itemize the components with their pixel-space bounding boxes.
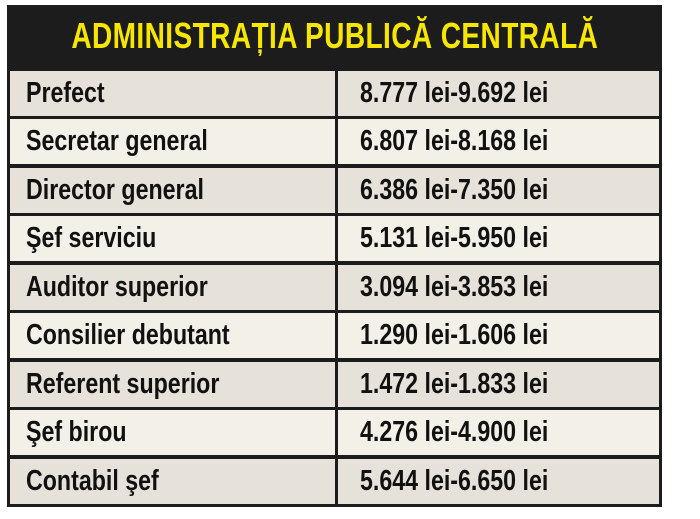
salary-range: 6.807 lei-8.168 lei	[360, 125, 549, 157]
salary-range: 6.386 lei-7.350 lei	[360, 173, 549, 206]
salary-cell: 6.807 lei-8.168 lei	[338, 119, 659, 164]
position-cell: Prefect	[10, 70, 335, 116]
table-header: ADMINISTRAȚIA PUBLICĂ CENTRALĂ	[10, 5, 659, 67]
position-label: Auditor superior	[26, 270, 208, 303]
salary-range: 8.777 lei-9.692 lei	[360, 76, 549, 109]
salary-cell: 1.472 lei-1.833 lei	[338, 361, 659, 407]
salary-cell: 6.386 lei-7.350 lei	[338, 167, 659, 213]
position-label: Şef serviciu	[26, 222, 157, 254]
position-label: Contabil şef	[26, 464, 159, 497]
table-row: Auditor superior 3.094 lei-3.853 lei	[10, 264, 659, 310]
position-cell: Şef serviciu	[10, 216, 335, 261]
position-label: Şef birou	[26, 416, 127, 448]
table-row: Referent superior 1.472 lei-1.833 lei	[10, 361, 659, 407]
table-row: Director general 6.386 lei-7.350 lei	[10, 167, 659, 213]
position-cell: Auditor superior	[10, 264, 335, 310]
position-cell: Şef birou	[10, 410, 335, 455]
table-row: Şef serviciu 5.131 lei-5.950 lei	[10, 216, 659, 261]
salary-cell: 5.131 lei-5.950 lei	[338, 216, 659, 261]
table-row: Consilier debutant 1.290 lei-1.606 lei	[10, 313, 659, 358]
salary-cell: 4.276 lei-4.900 lei	[338, 410, 659, 455]
salary-range: 5.131 lei-5.950 lei	[360, 222, 549, 254]
position-label: Director general	[26, 173, 204, 206]
salary-cell: 5.644 lei-6.650 lei	[338, 458, 659, 504]
position-cell: Contabil şef	[10, 458, 335, 504]
table-row: Secretar general 6.807 lei-8.168 lei	[10, 119, 659, 164]
table-row: Şef birou 4.276 lei-4.900 lei	[10, 410, 659, 455]
position-label: Prefect	[26, 76, 105, 109]
position-cell: Director general	[10, 167, 335, 213]
position-label: Referent superior	[26, 367, 220, 400]
salary-range: 4.276 lei-4.900 lei	[360, 416, 549, 448]
salary-range: 1.472 lei-1.833 lei	[360, 367, 549, 400]
salary-range: 1.290 lei-1.606 lei	[360, 319, 549, 351]
table-body: Prefect 8.777 lei-9.692 lei Secretar gener…	[10, 70, 659, 504]
salary-range: 3.094 lei-3.853 lei	[360, 270, 549, 303]
position-label: Secretar general	[26, 125, 208, 157]
position-label: Consilier debutant	[26, 319, 230, 351]
salary-cell: 3.094 lei-3.853 lei	[338, 264, 659, 310]
salary-cell: 8.777 lei-9.692 lei	[338, 70, 659, 116]
table-title: ADMINISTRAȚIA PUBLICĂ CENTRALĂ	[71, 15, 598, 56]
position-cell: Secretar general	[10, 119, 335, 164]
salary-range: 5.644 lei-6.650 lei	[360, 464, 549, 497]
table-row: Prefect 8.777 lei-9.692 lei	[10, 70, 659, 116]
table-row: Contabil şef 5.644 lei-6.650 lei	[10, 458, 659, 504]
position-cell: Referent superior	[10, 361, 335, 407]
salary-cell: 1.290 lei-1.606 lei	[338, 313, 659, 358]
position-cell: Consilier debutant	[10, 313, 335, 358]
salary-table: ADMINISTRAȚIA PUBLICĂ CENTRALĂ Prefect 8.…	[7, 5, 662, 507]
